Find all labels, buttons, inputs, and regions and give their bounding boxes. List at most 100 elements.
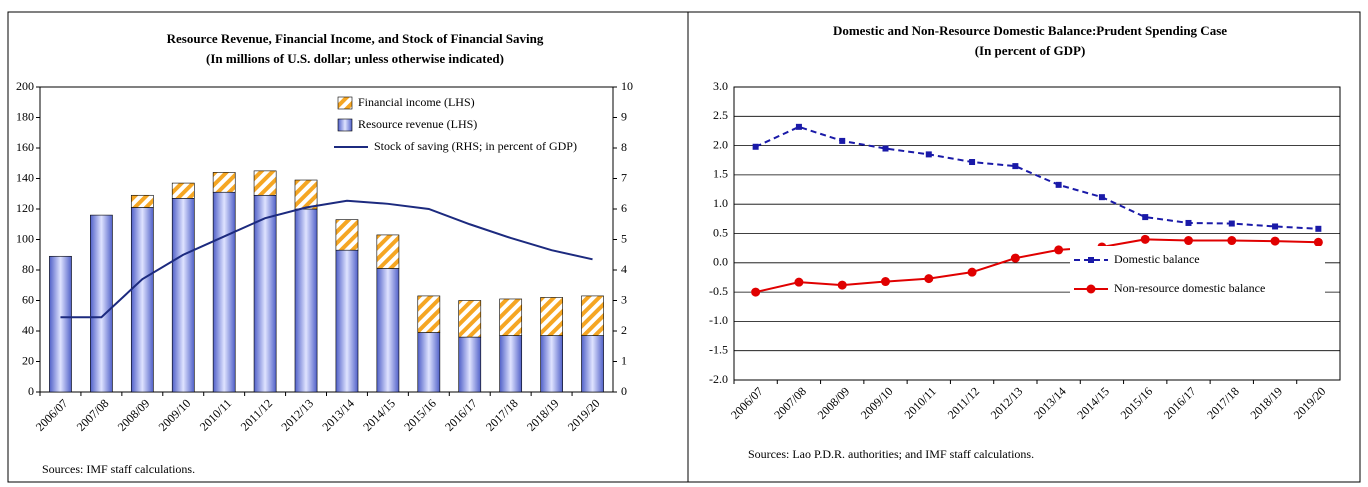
bar bbox=[581, 295, 604, 336]
bar bbox=[90, 214, 113, 393]
legend-label: Resource revenue (LHS) bbox=[358, 117, 477, 131]
bar bbox=[294, 208, 318, 393]
x-tick-label: 2013/14 bbox=[1031, 384, 1069, 422]
x-tick-label: 2011/12 bbox=[238, 396, 275, 433]
x-tick-label: 2008/09 bbox=[815, 384, 853, 422]
marker bbox=[1088, 257, 1094, 263]
x-tick-label: 2006/07 bbox=[728, 384, 766, 422]
x-tick-label: 2007/08 bbox=[74, 396, 112, 434]
source-note: Sources: Lao P.D.R. authorities; and IMF… bbox=[748, 447, 1034, 461]
x-tick-label: 2017/18 bbox=[483, 396, 521, 434]
marker bbox=[751, 287, 761, 297]
marker bbox=[1227, 236, 1237, 246]
x-tick-label: 2016/17 bbox=[442, 396, 480, 434]
marker bbox=[794, 277, 804, 287]
y2-tick-label: 8 bbox=[621, 140, 627, 154]
x-tick-label: 2006/07 bbox=[33, 396, 71, 434]
marker bbox=[1313, 237, 1323, 247]
y-tick-label: 160 bbox=[16, 140, 34, 154]
y2-tick-label: 6 bbox=[621, 201, 627, 215]
y-tick-label: 20 bbox=[22, 353, 34, 367]
x-tick-label: 2012/13 bbox=[278, 396, 316, 434]
y-tick-label: 1.0 bbox=[713, 196, 728, 210]
legend-swatch bbox=[337, 118, 353, 132]
bar bbox=[49, 255, 72, 393]
marker bbox=[1010, 253, 1020, 263]
marker bbox=[1272, 223, 1279, 230]
marker bbox=[1098, 194, 1105, 201]
x-tick-label: 2014/15 bbox=[360, 396, 398, 434]
y-tick-label: 3.0 bbox=[713, 79, 728, 93]
y-tick-label: 0.5 bbox=[713, 225, 728, 239]
legend-label: Non-resource domestic balance bbox=[1114, 281, 1265, 295]
chart-subtitle: (In percent of GDP) bbox=[975, 43, 1086, 58]
y-tick-label: 180 bbox=[16, 109, 34, 123]
marker bbox=[967, 267, 977, 277]
x-tick-label: 2015/16 bbox=[401, 396, 439, 434]
x-tick-label: 2015/16 bbox=[1118, 384, 1156, 422]
x-tick-label: 2019/20 bbox=[565, 396, 603, 434]
y-tick-label: 60 bbox=[22, 292, 34, 306]
x-tick-label: 2014/15 bbox=[1074, 384, 1112, 422]
x-tick-label: 2012/13 bbox=[988, 384, 1026, 422]
marker bbox=[752, 143, 759, 150]
frame bbox=[7, 11, 1361, 483]
y2-tick-label: 0 bbox=[621, 384, 627, 398]
bar bbox=[171, 182, 195, 199]
line bbox=[755, 125, 1319, 230]
x-tick-label: 2017/18 bbox=[1204, 384, 1242, 422]
x-tick-label: 2008/09 bbox=[115, 396, 153, 434]
y-tick-label: 100 bbox=[16, 231, 34, 245]
x-tick-label: 2018/19 bbox=[524, 396, 562, 434]
y-tick-label: -1.5 bbox=[709, 342, 728, 356]
marker bbox=[1054, 245, 1064, 255]
marker bbox=[969, 159, 976, 166]
y-tick-label: 200 bbox=[16, 79, 34, 93]
marker bbox=[837, 280, 847, 290]
y-tick-label: 120 bbox=[16, 201, 34, 215]
y2-tick-label: 10 bbox=[621, 79, 633, 93]
y-tick-label: 0 bbox=[28, 384, 34, 398]
bar bbox=[212, 172, 236, 193]
bar bbox=[417, 332, 441, 393]
x-tick-label: 2010/11 bbox=[197, 396, 234, 433]
marker bbox=[1055, 181, 1062, 188]
marker bbox=[925, 151, 932, 158]
y-tick-label: 80 bbox=[22, 262, 34, 276]
x-tick-label: 2011/12 bbox=[945, 384, 982, 421]
marker bbox=[1228, 220, 1235, 227]
marker bbox=[924, 274, 934, 284]
y-tick-label: 2.5 bbox=[713, 108, 728, 122]
marker bbox=[1315, 225, 1322, 232]
bar bbox=[212, 191, 236, 393]
y2-tick-label: 9 bbox=[621, 109, 627, 123]
bar bbox=[540, 297, 563, 336]
bar bbox=[253, 194, 277, 393]
bar bbox=[130, 194, 154, 208]
x-tick-label: 2018/19 bbox=[1247, 384, 1285, 422]
y-tick-label: 140 bbox=[16, 170, 34, 184]
bar bbox=[458, 336, 482, 393]
marker bbox=[882, 145, 889, 152]
x-tick-label: 2019/20 bbox=[1291, 384, 1329, 422]
y-tick-label: 2.0 bbox=[713, 137, 728, 151]
legend-swatch bbox=[337, 96, 353, 110]
marker bbox=[795, 123, 802, 130]
bar bbox=[376, 268, 400, 393]
marker bbox=[1184, 236, 1193, 246]
y2-tick-label: 1 bbox=[621, 353, 627, 367]
bar bbox=[335, 219, 359, 251]
legend-box bbox=[330, 89, 608, 161]
y2-tick-label: 4 bbox=[621, 262, 627, 276]
marker bbox=[1142, 214, 1149, 221]
legend-box bbox=[1070, 246, 1325, 310]
bar bbox=[499, 298, 523, 336]
x-tick-label: 2009/10 bbox=[858, 384, 896, 422]
source-note: Sources: IMF staff calculations. bbox=[42, 462, 195, 476]
y-tick-label: -0.5 bbox=[709, 284, 728, 298]
bar bbox=[335, 249, 359, 393]
line bbox=[60, 199, 593, 319]
chart-subtitle: (In millions of U.S. dollar; unless othe… bbox=[206, 51, 504, 66]
